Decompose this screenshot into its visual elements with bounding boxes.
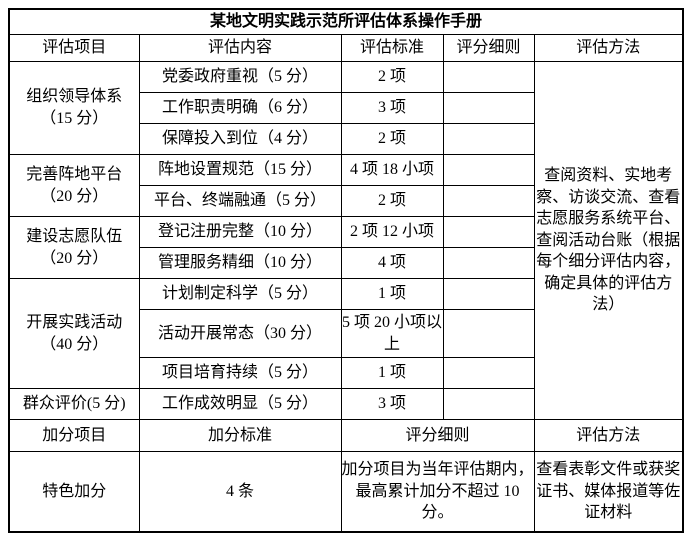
rule-cell-empty xyxy=(442,309,535,358)
table-row: 群众评价(5 分) 工作成效明显（5 分） 3 项 xyxy=(8,388,683,420)
rule-cell-empty xyxy=(442,357,535,389)
group-score: （15 分） xyxy=(40,110,109,127)
content-cell: 项目培育持续（5 分） xyxy=(138,357,342,389)
standard-cell: 3 项 xyxy=(340,388,444,420)
table-row: 保障投入到位（4 分） 2 项 xyxy=(9,123,683,155)
rule-cell-empty xyxy=(442,278,535,310)
rule-cell-empty xyxy=(442,92,535,124)
standard-cell: 3 项 xyxy=(340,92,444,124)
table-row: 平台、终端融通（5 分） 2 项 xyxy=(9,185,683,217)
content-cell: 登记注册完整（10 分） xyxy=(138,216,342,248)
column-header-standard: 评估标准 xyxy=(340,34,444,62)
group-cell-volunteer: 建设志愿队伍 （20 分） xyxy=(8,216,140,279)
table-row: 活动开展常态（30 分） 5 项 20 小项以上 xyxy=(9,309,683,358)
group-name: 群众评价(5 分) xyxy=(22,395,126,413)
document-sheet: 某地文明实践示范所评估体系操作手册 评估项目 评估内容 评估标准 评分细则 评估… xyxy=(8,8,685,533)
content-cell: 党委政府重视（5 分） xyxy=(138,61,342,93)
bonus-row: 特色加分 4 条 加分项目为当年评估期内，最高累计加分不超过 10 分。 查看表… xyxy=(8,451,684,533)
column-header-content: 评估内容 xyxy=(138,34,342,62)
group-cell-organization: 组织领导体系 （15 分） xyxy=(8,61,140,155)
content-cell: 平台、终端融通（5 分） xyxy=(138,185,342,217)
bonus-standard-cell: 4 条 xyxy=(138,451,342,533)
standard-cell: 4 项 18 小项 xyxy=(340,154,444,186)
standard-cell: 4 项 xyxy=(340,247,444,279)
method-cell: 查阅资料、实地考察、访谈交流、查看志愿服务系统平台、查阅活动台账（根据每个细分评… xyxy=(533,61,684,420)
group-score: （20 分） xyxy=(40,249,109,267)
rule-cell-empty xyxy=(442,216,535,248)
bonus-method-cell: 查看表彰文件或获奖证书、媒体报道等佐证材料 xyxy=(533,451,684,533)
table-row: 建设志愿队伍 （20 分） 登记注册完整（10 分） 2 项 12 小项 xyxy=(8,216,683,279)
table-row: 管理服务精细（10 分） 4 项 xyxy=(9,247,683,279)
group-score: （40 分） xyxy=(40,335,109,353)
group-name: 建设志愿队伍 xyxy=(26,227,123,245)
group-cell-practice: 开展实践活动 （40 分） xyxy=(8,278,140,389)
column-header-project: 评估项目 xyxy=(8,34,140,62)
table-row: 工作职责明确（6 分） 3 项 xyxy=(9,92,683,124)
content-cell: 阵地设置规范（15 分） xyxy=(138,154,342,186)
bonus-header-row: 加分项目 加分标准 评分细则 评估方法 xyxy=(8,419,684,452)
evaluation-table: 某地文明实践示范所评估体系操作手册 评估项目 评估内容 评估标准 评分细则 评估… xyxy=(8,8,685,533)
group-name: 开展实践活动 xyxy=(26,313,123,331)
group-cell-platform: 完善阵地平台 （20 分） xyxy=(8,154,140,217)
column-header-bonus-rule: 评分细则 xyxy=(340,419,535,452)
content-cell: 工作成效明显（5 分） xyxy=(138,388,342,420)
title-row: 某地文明实践示范所评估体系操作手册 xyxy=(8,8,684,35)
bonus-project-cell: 特色加分 xyxy=(8,451,140,533)
group-name: 组织领导体系 xyxy=(26,88,123,106)
content-cell: 管理服务精细（10 分） xyxy=(138,247,342,279)
content-cell: 工作职责明确（6 分） xyxy=(138,92,342,124)
standard-cell: 1 项 xyxy=(340,357,444,389)
table-row: 完善阵地平台 （20 分） 阵地设置规范（15 分） 4 项 18 小项 xyxy=(8,154,683,217)
group-score: （20 分） xyxy=(40,187,109,205)
rule-cell-empty xyxy=(442,154,535,186)
standard-cell: 2 项 xyxy=(340,61,444,93)
standard-cell: 2 项 xyxy=(340,185,444,217)
content-cell: 计划制定科学（5 分） xyxy=(138,278,342,310)
rule-cell-empty xyxy=(442,185,535,217)
rule-cell-empty xyxy=(442,388,535,420)
standard-cell: 2 项 xyxy=(340,123,444,155)
column-header-rule: 评分细则 xyxy=(442,34,535,62)
doc-title: 某地文明实践示范所评估体系操作手册 xyxy=(8,8,684,35)
bonus-rule-cell: 加分项目为当年评估期内，最高累计加分不超过 10 分。 xyxy=(340,451,535,533)
table-row: 组织领导体系 （15 分） 党委政府重视（5 分） 2 项 查阅资料、实地考察、… xyxy=(8,61,684,420)
column-header-bonus-standard: 加分标准 xyxy=(138,419,342,452)
content-cell: 活动开展常态（30 分） xyxy=(138,309,342,358)
rule-cell-empty xyxy=(442,123,535,155)
main-header-row: 评估项目 评估内容 评估标准 评分细则 评估方法 xyxy=(8,34,684,62)
column-header-method: 评估方法 xyxy=(533,34,684,62)
table-row: 开展实践活动 （40 分） 计划制定科学（5 分） 1 项 xyxy=(8,278,683,389)
rule-cell-empty xyxy=(442,61,535,93)
column-header-bonus-method: 评估方法 xyxy=(533,419,684,452)
group-name: 完善阵地平台 xyxy=(26,165,123,183)
standard-cell: 1 项 xyxy=(340,278,444,310)
content-cell: 保障投入到位（4 分） xyxy=(138,123,342,155)
standard-cell: 2 项 12 小项 xyxy=(340,216,444,248)
column-header-bonus-project: 加分项目 xyxy=(8,419,140,452)
standard-cell: 5 项 20 小项以上 xyxy=(340,309,444,358)
table-row: 项目培育持续（5 分） 1 项 xyxy=(9,357,683,389)
rule-cell-empty xyxy=(442,247,535,279)
group-cell-public-rating: 群众评价(5 分) xyxy=(8,388,140,420)
